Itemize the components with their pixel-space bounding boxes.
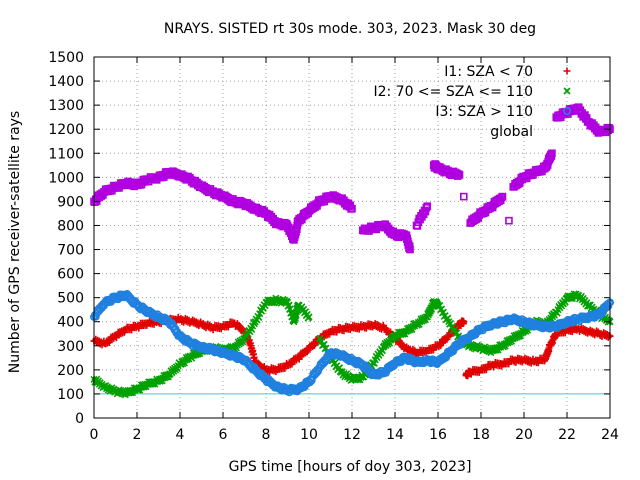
x-ticks: 0 2 4 6 8 10 12 14 16 18 20 22 24 [90,57,619,443]
data-point [313,367,322,376]
x-tick-label: 24 [601,427,619,443]
data-point [453,172,462,180]
data-point [423,202,432,211]
data-point [455,171,464,179]
x-tick-label: 2 [133,427,142,443]
x-tick-label: 4 [176,427,185,443]
data-point [497,193,506,202]
data-point [548,149,556,158]
data-point [305,313,313,321]
y-tick-label: 1000 [48,170,84,186]
y-tick-label: 100 [57,387,84,403]
data-point [348,204,356,213]
series-2 [90,290,614,399]
x-tick-label: 6 [219,427,228,443]
y-tick-label: 0 [75,411,84,427]
x-tick-label: 8 [262,427,271,443]
y-tick-label: 1300 [48,98,84,114]
series-3 [90,289,614,397]
x-tick-label: 18 [472,427,490,443]
data-point [406,245,414,254]
x-tick-label: 22 [558,427,576,443]
legend-marker [563,67,571,75]
chart-title: NRAYS. SISTED rt 30s mode. 303, 2023. Ma… [164,21,536,37]
data-point [498,192,507,201]
y-tick-label: 1400 [48,74,84,90]
legend-label: I3: SZA > 110 [435,104,533,120]
y-tick-label: 400 [57,315,84,331]
legend-label: global [490,124,533,140]
legend-label: I1: SZA < 70 [444,64,533,80]
legend-label: I2: 70 <= SZA <= 110 [373,84,533,100]
y-axis-label: Number of GPS receiver-satellite rays [7,111,23,373]
data-point [505,216,513,225]
x-tick-label: 12 [343,427,361,443]
x-tick-label: 0 [90,427,99,443]
series-4 [90,103,614,254]
x-tick-label: 16 [429,427,447,443]
data-point [422,204,431,212]
y-tick-label: 500 [57,291,84,307]
y-tick-label: 1200 [48,122,84,138]
y-tick-label: 200 [57,363,84,379]
legend: I1: SZA < 70 I2: 70 <= SZA <= 110 I3: SZA … [373,64,571,140]
y-tick-label: 800 [57,218,84,234]
y-tick-label: 900 [57,194,84,210]
x-tick-label: 20 [515,427,533,443]
y-tick-label: 1500 [48,50,84,66]
y-tick-label: 600 [57,267,84,283]
data-series [90,103,614,399]
y-ticks: 0 100 200 300 400 500 600 700 800 900 1000 1100 1200… [48,50,610,427]
legend-marker [562,107,571,116]
y-tick-label: 300 [57,339,84,355]
x-tick-label: 10 [300,427,318,443]
data-point [460,318,468,326]
data-point [459,192,468,201]
x-axis-label: GPS time [hours of doy 303, 2023] [229,459,472,475]
x-tick-label: 14 [386,427,404,443]
data-point [605,124,613,132]
legend-marker [563,87,571,95]
y-tick-label: 1100 [48,146,84,162]
y-tick-label: 700 [57,243,84,259]
